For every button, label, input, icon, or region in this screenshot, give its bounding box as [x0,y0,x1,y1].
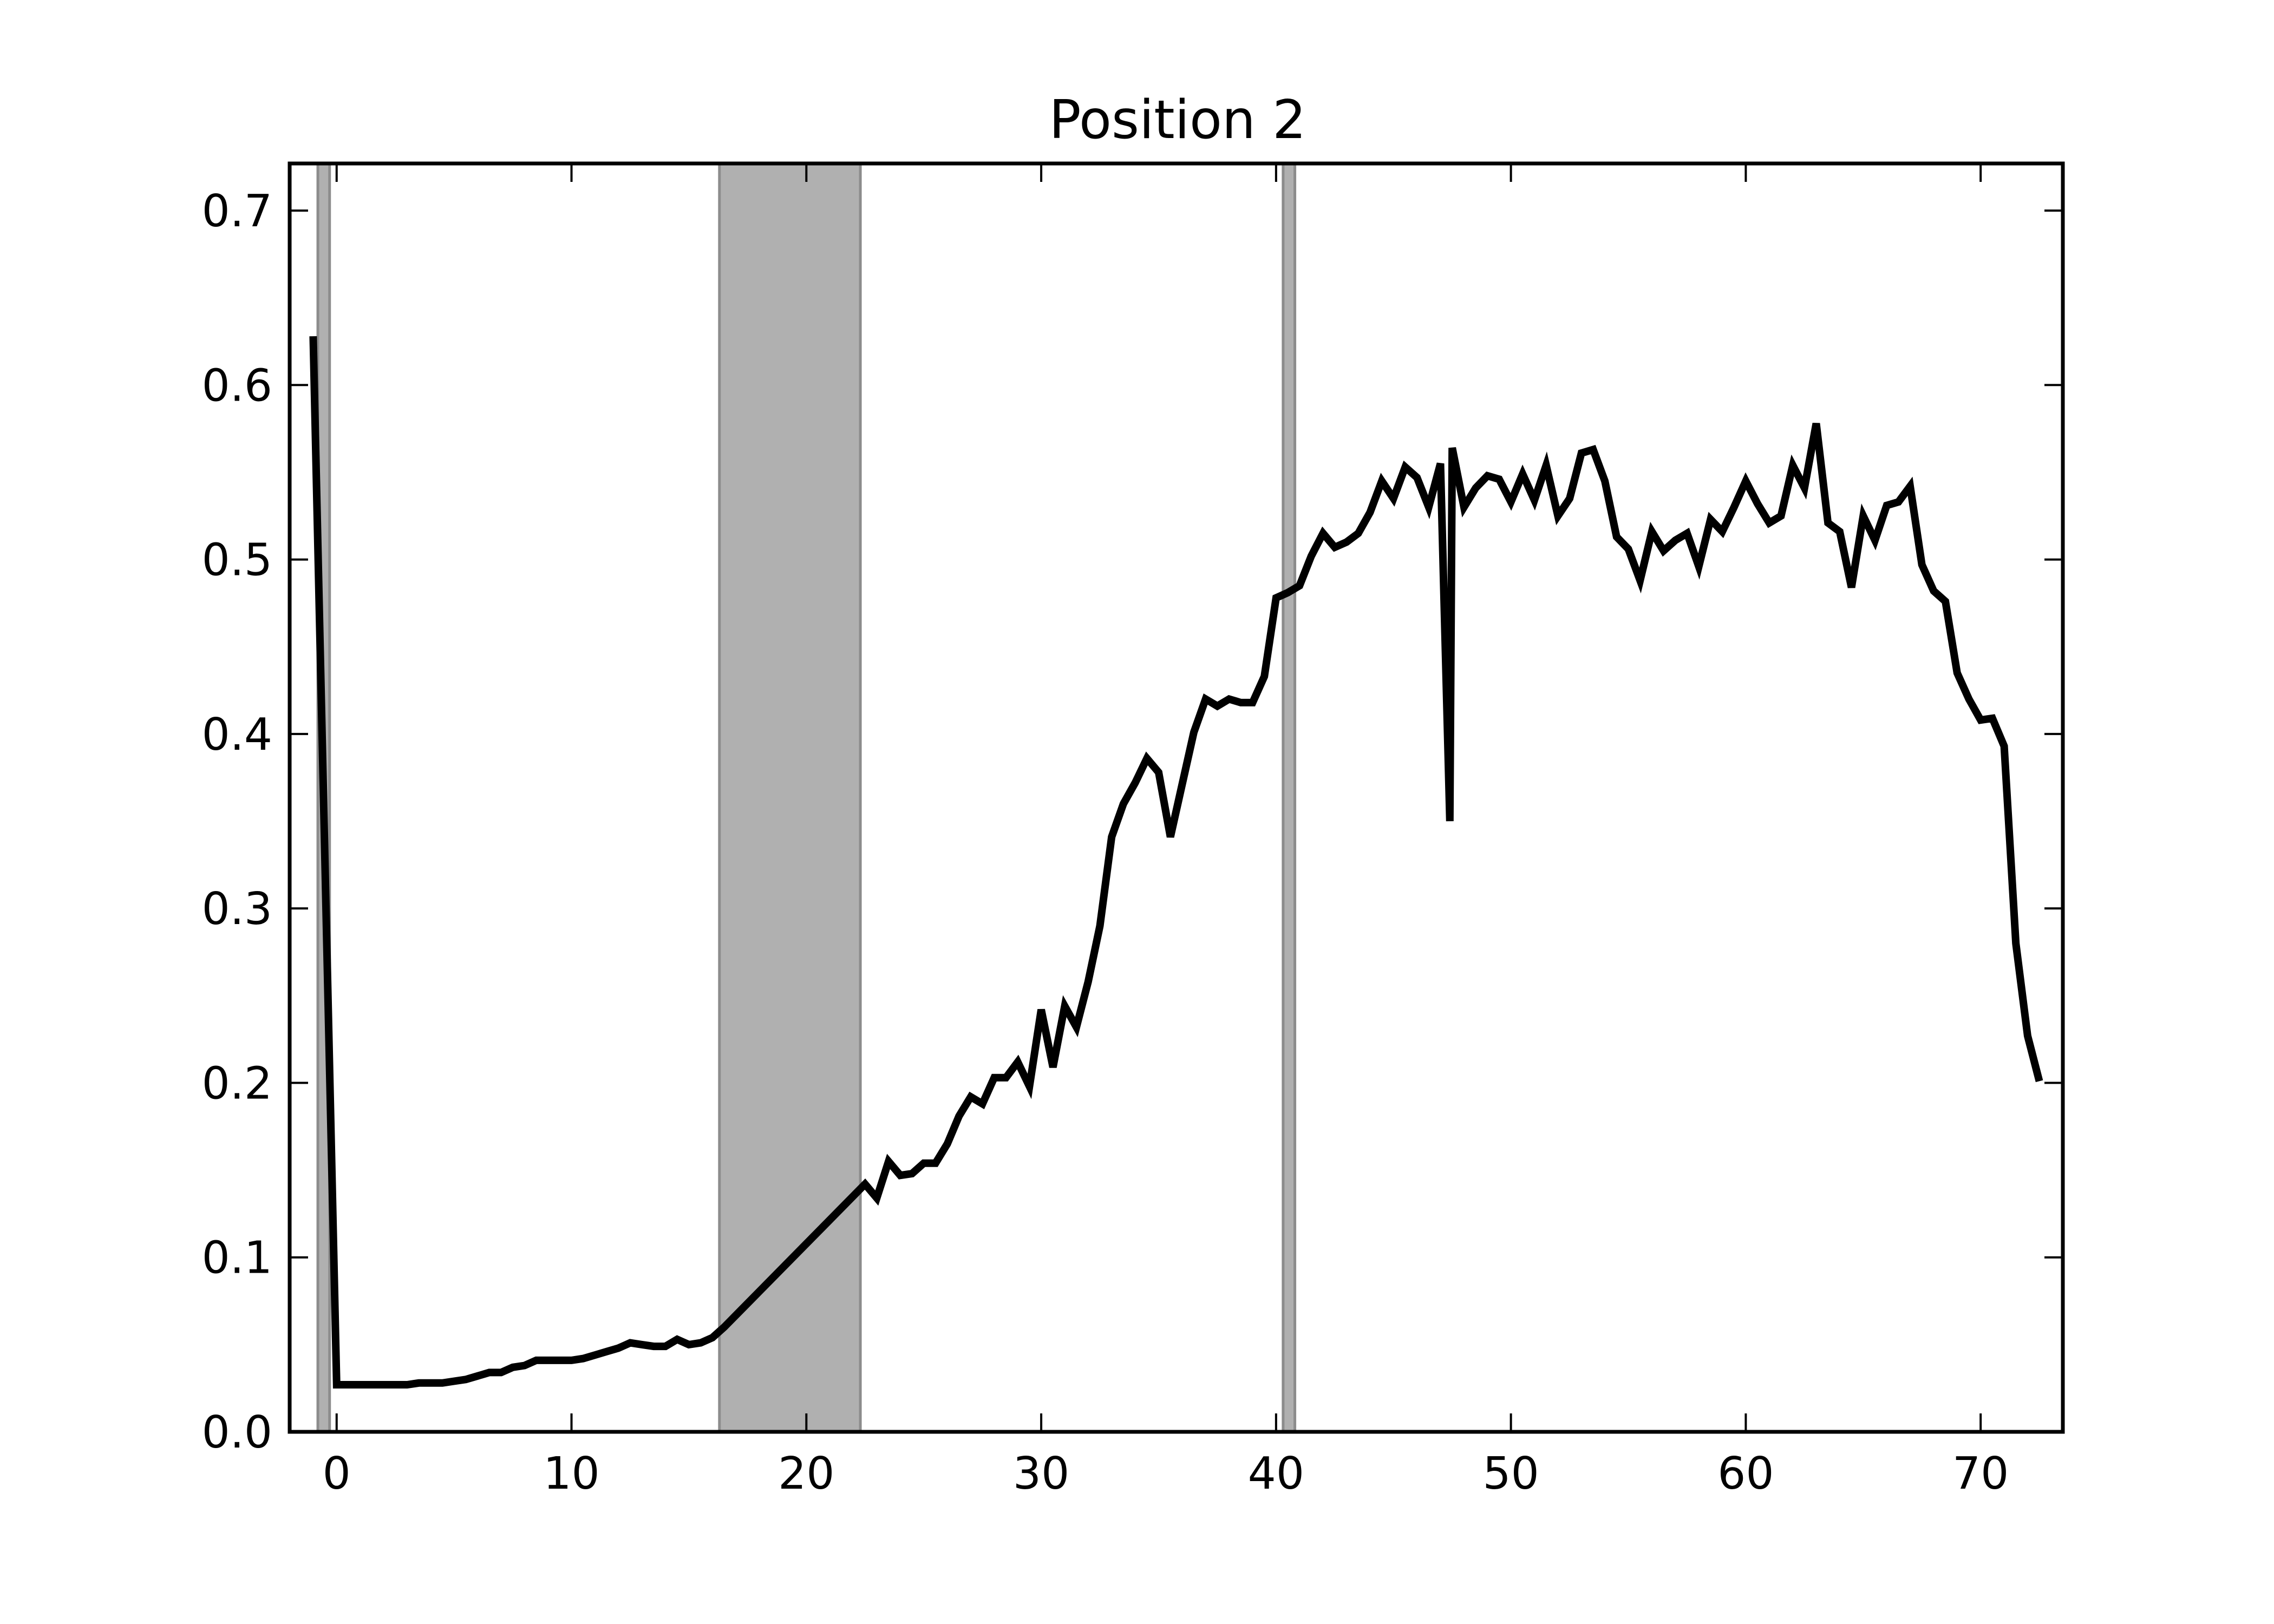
x-tick-label: 40 [1248,1448,1304,1499]
x-tick-label: 50 [1482,1448,1539,1499]
x-tick-label: 60 [1717,1448,1774,1499]
y-tick-label: 0.5 [202,535,272,586]
y-tick-label: 0.3 [202,883,272,935]
y-tick-label: 0.7 [202,186,272,237]
tick-labels: 0 10 20 30 40 50 60 70 0.0 0.1 0.2 0.3 0.4 0.5 0.6 0.7 [202,186,2009,1499]
x-tick-label: 20 [778,1448,834,1499]
y-tick-label: 0.1 [202,1233,272,1284]
plot-frame [287,161,2065,1434]
series-line-1 [309,336,2043,1389]
axis-ticks [290,163,2063,1433]
y-tick-label: 0.0 [202,1407,272,1458]
x-tick-label: 0 [323,1448,351,1499]
x-tick-label: 10 [543,1448,599,1499]
y-tick-label: 0.2 [202,1058,272,1109]
y-tick-label: 0.6 [202,360,272,411]
shaded-region-3 [1282,162,1297,1433]
x-tick-label: 70 [1952,1448,2009,1499]
y-tick-label: 0.4 [202,709,272,761]
shaded-regions [316,162,1297,1433]
series-layer [309,336,2043,1389]
x-tick-label: 30 [1013,1448,1069,1499]
chart-title: Position 2 [1049,89,1306,151]
shaded-region-2 [718,162,862,1433]
